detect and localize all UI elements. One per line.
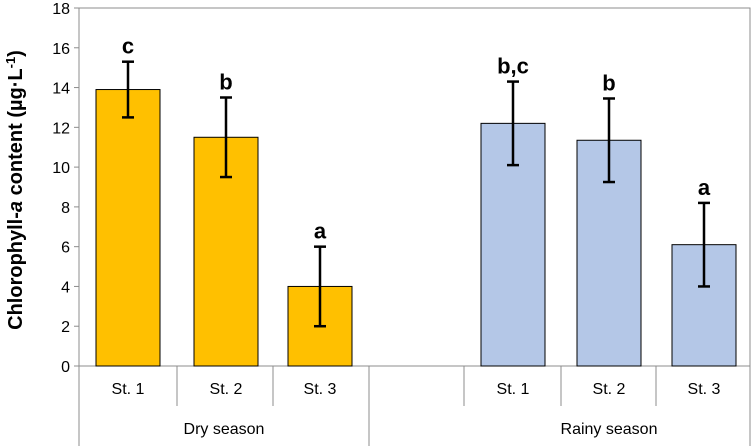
y-tick-label: 18 bbox=[52, 1, 70, 18]
y-tick-label: 10 bbox=[52, 160, 70, 177]
y-axis-label: Chlorophyll-a content (µg·L-1) bbox=[3, 50, 28, 330]
y-tick-label: 6 bbox=[61, 240, 70, 257]
y-tick-label: 14 bbox=[52, 81, 70, 98]
y-tick-label: 0 bbox=[61, 359, 70, 376]
y-axis-label-italic: a bbox=[5, 201, 27, 212]
bar bbox=[95, 89, 161, 367]
y-axis-label-close: ) bbox=[5, 50, 27, 57]
bars: c b a b,c b a bbox=[95, 34, 737, 367]
category-label: St. 3 bbox=[688, 381, 721, 398]
significance-label: a bbox=[698, 175, 711, 200]
y-axis-label-post: content (µg·L bbox=[5, 68, 27, 201]
y-tick-label: 16 bbox=[52, 41, 70, 58]
significance-label: b bbox=[602, 70, 615, 95]
y-tick-label: 8 bbox=[61, 200, 70, 217]
significance-label: b,c bbox=[497, 54, 529, 79]
y-tick-label: 4 bbox=[61, 279, 70, 296]
y-axis-label-pre: Chlorophyll- bbox=[5, 212, 27, 330]
group-label: Rainy season bbox=[561, 421, 658, 438]
significance-label: b bbox=[219, 70, 232, 95]
group-label: Dry season bbox=[184, 421, 265, 438]
y-tick-label: 12 bbox=[52, 120, 70, 137]
category-label: St. 1 bbox=[112, 381, 145, 398]
axes: 0 2 4 6 8 10 12 14 16 18 bbox=[52, 1, 751, 376]
significance-label: c bbox=[122, 34, 134, 59]
category-label: St. 2 bbox=[210, 381, 243, 398]
x-axis: St. 1 St. 2 St. 3 St. 1 St. 2 St. 3 Dry season… bbox=[78, 366, 751, 446]
category-label: St. 2 bbox=[593, 381, 626, 398]
significance-label: a bbox=[314, 219, 327, 244]
plot-frame bbox=[78, 7, 751, 367]
y-axis-label-sup: -1 bbox=[3, 57, 18, 69]
category-label: St. 3 bbox=[304, 381, 337, 398]
svg-text:Chlorophyll-a content (µg·L-1): Chlorophyll-a content (µg·L-1) bbox=[3, 50, 28, 330]
category-label: St. 1 bbox=[497, 381, 530, 398]
y-tick-label: 2 bbox=[61, 319, 70, 336]
